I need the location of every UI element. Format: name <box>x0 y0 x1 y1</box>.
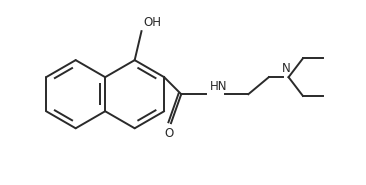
Text: N: N <box>281 62 290 75</box>
Text: HN: HN <box>210 80 228 92</box>
Text: O: O <box>165 127 174 139</box>
Text: OH: OH <box>143 16 161 29</box>
